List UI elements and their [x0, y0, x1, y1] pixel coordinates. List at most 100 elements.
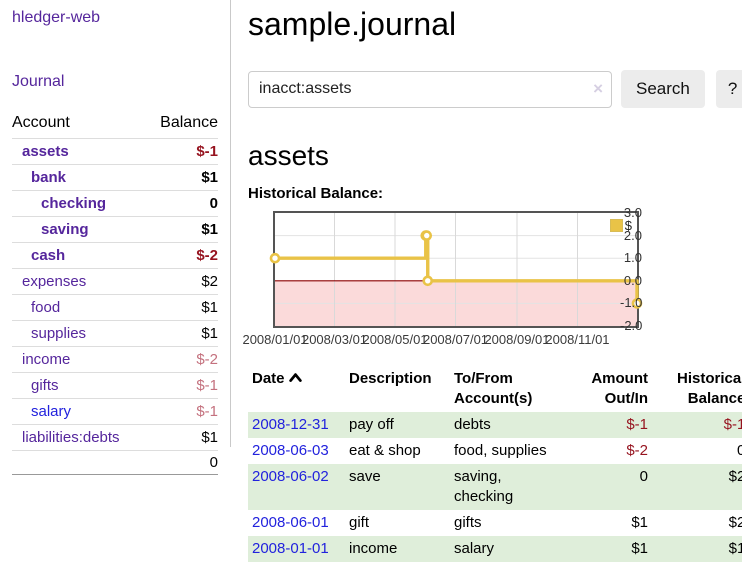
chart-legend: $ [609, 218, 632, 233]
account-link-supplies[interactable]: supplies [31, 325, 87, 342]
register-header-date[interactable]: Date [248, 366, 345, 412]
transaction-amount: $-2 [626, 442, 648, 459]
transaction-description: income [349, 540, 398, 557]
legend-swatch-icon [609, 219, 623, 232]
account-link-expenses[interactable]: expenses [22, 273, 87, 290]
account-balance: $1 [201, 299, 218, 316]
transaction-date-link[interactable]: 2008-12-31 [252, 416, 329, 433]
sidebar-item-journal[interactable]: Journal [12, 73, 65, 90]
account-row: checking 0 [12, 190, 218, 217]
transaction-accounts: food, supplies [454, 442, 547, 459]
account-balance: $-2 [196, 351, 218, 368]
account-balance: $2 [201, 273, 218, 290]
account-row: assets $-1 [12, 138, 218, 165]
main-content: sample.journal × Search ? assets Histori… [231, 0, 742, 562]
account-link-saving[interactable]: saving [41, 221, 89, 238]
page-title: sample.journal [248, 6, 457, 42]
account-heading: assets [248, 140, 329, 171]
register-header-amount: Amount Out/In [591, 370, 648, 407]
accounts-total-row: 0 [12, 450, 218, 475]
y-axis-tick-label: 0.0 [623, 272, 642, 288]
transaction-balance: $2 [728, 468, 742, 485]
legend-label: $ [624, 218, 632, 233]
balance-col-header: Balance [160, 114, 218, 131]
account-balance: $-1 [196, 377, 218, 394]
account-link-food[interactable]: food [31, 299, 61, 316]
search-input[interactable] [248, 70, 612, 108]
transaction-balance: 0 [737, 442, 742, 459]
account-row: supplies $1 [12, 320, 218, 347]
account-link-checking[interactable]: checking [41, 195, 107, 212]
transaction-balance: $-1 [723, 416, 742, 433]
app-title-link[interactable]: hledger-web [12, 9, 101, 26]
account-row: saving $1 [12, 216, 218, 243]
sidebar: hledger-web Journal Account Balance asse… [0, 0, 231, 475]
register-header-accounts: To/From Account(s) [454, 370, 533, 407]
chart-series-svg [269, 213, 643, 326]
account-link-salary[interactable]: salary [31, 403, 72, 420]
register-header-balance: Historical Balance [676, 370, 742, 407]
clear-search-icon[interactable]: × [593, 78, 603, 98]
sort-asc-icon [288, 369, 302, 389]
account-balance: $1 [201, 221, 218, 238]
account-balance: 0 [209, 195, 218, 212]
account-link-income[interactable]: income [22, 351, 71, 368]
account-link-assets[interactable]: assets [22, 143, 69, 160]
page: hledger-web Journal Account Balance asse… [0, 0, 742, 562]
account-link-cash[interactable]: cash [31, 247, 66, 264]
transaction-description: save [349, 468, 381, 485]
x-axis-tick-label: 2008/01/01 [242, 332, 308, 347]
transaction-amount: 0 [639, 468, 648, 485]
transaction-accounts: gifts [454, 514, 482, 531]
help-button[interactable]: ? [715, 70, 742, 108]
register-row: 2008-06-03 eat & shop food, supplies $-2… [248, 438, 742, 464]
y-axis-tick-label: 3.0 [623, 205, 642, 220]
chart-plot-area: $ [269, 211, 643, 328]
account-balance: $1 [201, 169, 218, 186]
transaction-balance: $2 [728, 514, 742, 531]
account-row: expenses $2 [12, 268, 218, 295]
account-balance: $-1 [196, 403, 218, 420]
x-axis-tick-label: 2008/05/01 [362, 332, 428, 347]
account-row: gifts $-1 [12, 372, 218, 399]
account-row: salary $-1 [12, 398, 218, 425]
account-row: bank $1 [12, 164, 218, 191]
y-axis-tick-label: 2.0 [623, 227, 642, 243]
x-axis-tick-label: 2008/09/01 [484, 332, 550, 347]
transaction-accounts: debts [454, 416, 491, 433]
account-link-liabilities-debts[interactable]: liabilities:debts [22, 429, 120, 446]
account-link-gifts[interactable]: gifts [31, 377, 59, 394]
register-table: Date Description To/From Account(s) Amou… [248, 366, 742, 562]
transaction-amount: $-1 [626, 416, 648, 433]
account-row: food $1 [12, 294, 218, 321]
register-header-description: Description [349, 370, 432, 387]
transaction-accounts: salary [454, 540, 495, 557]
search-button[interactable]: Search [621, 70, 705, 108]
accounts-table: Account Balance assets $-1 bank $1 check… [12, 111, 218, 475]
accounts-total-value: 0 [209, 454, 218, 471]
x-axis-tick-label: 2008/03/01 [301, 332, 368, 347]
register-row: 2008-12-31 pay off debts $-1 $-1 [248, 412, 742, 438]
search-bar: × Search ? [248, 70, 742, 108]
y-axis-tick-label: -1.0 [620, 295, 643, 311]
chart-heading: Historical Balance: [248, 185, 384, 202]
account-balance: $1 [201, 429, 218, 446]
transaction-description: gift [349, 514, 370, 531]
account-link-bank[interactable]: bank [31, 169, 67, 186]
transaction-date-link[interactable]: 2008-06-03 [252, 442, 329, 459]
y-axis-tick-label: -2.0 [620, 318, 643, 333]
transaction-amount: $1 [631, 514, 648, 531]
transaction-description: pay off [349, 416, 394, 433]
account-row: income $-2 [12, 346, 218, 373]
register-row: 2008-06-02 save saving, checking 0 $2 [248, 464, 742, 510]
transaction-date-link[interactable]: 2008-01-01 [252, 540, 329, 557]
account-balance: $1 [201, 325, 218, 342]
transaction-amount: $1 [631, 540, 648, 557]
historical-balance-chart: $ 3.0 2.0 1.0 0.0 -1.0 -2.0 2008/01/01 2008/03/… [242, 205, 643, 353]
transaction-date-link[interactable]: 2008-06-01 [252, 514, 329, 531]
transaction-date-link[interactable]: 2008-06-02 [252, 468, 329, 485]
accounts-col-header: Account [12, 114, 70, 131]
transaction-balance: $1 [728, 540, 742, 557]
x-axis-tick-label: 2008/07/01 [422, 332, 489, 347]
transaction-accounts: saving, checking [454, 468, 514, 505]
